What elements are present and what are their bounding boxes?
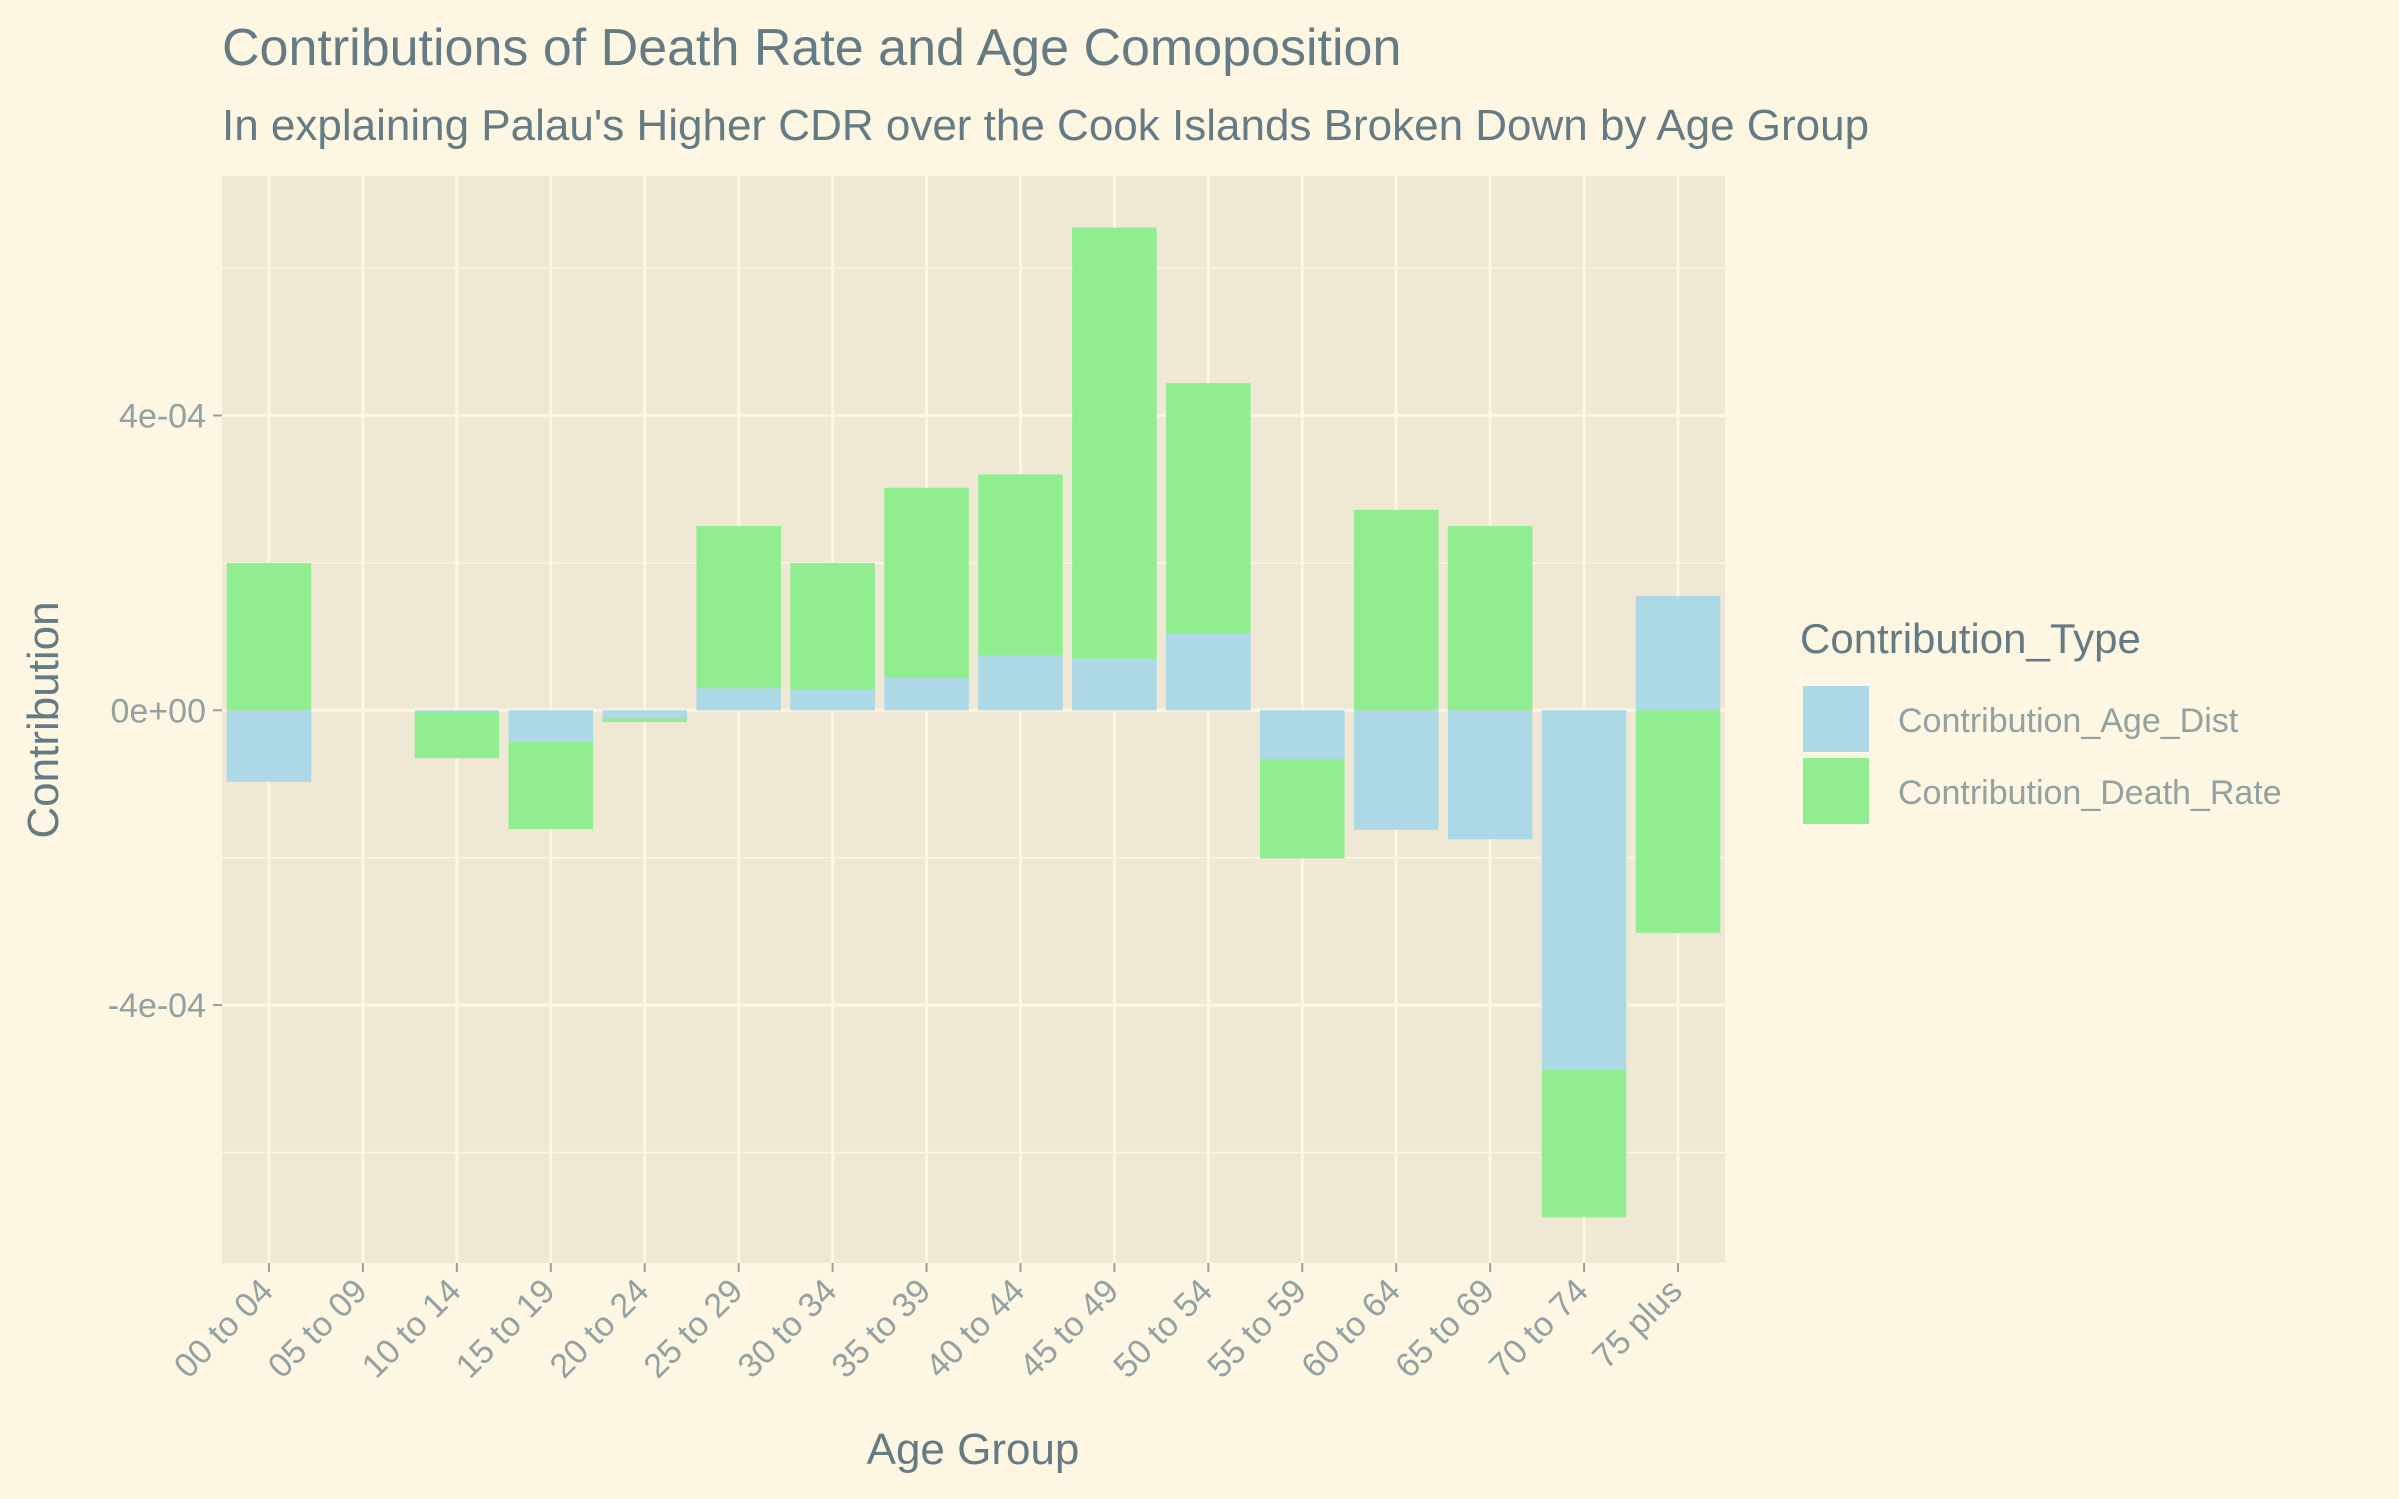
bar-contribution-age-dist	[790, 689, 875, 711]
y-tick-label: -4e-04	[108, 987, 206, 1025]
bar-contribution-death-rate	[1541, 1069, 1627, 1218]
legend-entry-label: Contribution_Death_Rate	[1898, 774, 2282, 812]
bar-contribution-age-dist	[696, 688, 781, 711]
bars-layer	[226, 227, 1721, 1218]
y-tick-label: 0e+00	[111, 692, 207, 730]
legend-swatch	[1803, 686, 1869, 752]
x-axis-label: Age Group	[867, 1425, 1080, 1474]
bar-contribution-age-dist	[1635, 596, 1721, 711]
bar-contribution-death-rate	[790, 562, 875, 690]
bar-contribution-age-dist	[508, 710, 594, 742]
bar-contribution-age-dist	[1072, 658, 1157, 711]
bar-contribution-age-dist	[1260, 710, 1345, 759]
bar-contribution-death-rate	[414, 712, 500, 759]
legend-entry-label: Contribution_Age_Dist	[1898, 702, 2239, 740]
bar-contribution-age-dist	[1166, 633, 1251, 711]
bar-contribution-age-dist	[978, 655, 1063, 711]
bar-contribution-death-rate	[1260, 758, 1345, 859]
bar-contribution-age-dist	[226, 710, 312, 782]
bar-contribution-death-rate	[696, 526, 781, 689]
legend: Contribution_Type Contribution_Age_Dist C…	[1800, 615, 2282, 824]
bar-contribution-age-dist	[414, 710, 500, 713]
y-tick-label: 4e-04	[119, 398, 206, 436]
bar-contribution-death-rate	[1447, 526, 1533, 711]
chart-title: Contributions of Death Rate and Age Como…	[222, 19, 1401, 77]
bar-contribution-age-dist	[1447, 710, 1533, 840]
bar-contribution-death-rate	[508, 741, 594, 829]
bar-contribution-age-dist	[1541, 710, 1627, 1070]
bar-contribution-death-rate	[1353, 509, 1439, 711]
bar-contribution-death-rate	[1635, 710, 1721, 933]
legend-title: Contribution_Type	[1800, 615, 2141, 662]
legend-swatch	[1803, 758, 1869, 824]
bar-contribution-death-rate	[1166, 383, 1251, 634]
bar-contribution-age-dist	[1353, 710, 1439, 830]
bar-contribution-death-rate	[978, 474, 1063, 656]
y-axis-label: Contribution	[19, 601, 68, 838]
bar-contribution-death-rate	[1072, 227, 1157, 659]
bar-contribution-death-rate	[226, 562, 312, 711]
bar-contribution-death-rate	[602, 718, 687, 723]
bar-contribution-death-rate	[884, 487, 969, 678]
chart-subtitle: In explaining Palau's Higher CDR over th…	[222, 101, 1869, 150]
bar-contribution-age-dist	[602, 710, 687, 719]
bar-contribution-age-dist	[884, 677, 969, 711]
